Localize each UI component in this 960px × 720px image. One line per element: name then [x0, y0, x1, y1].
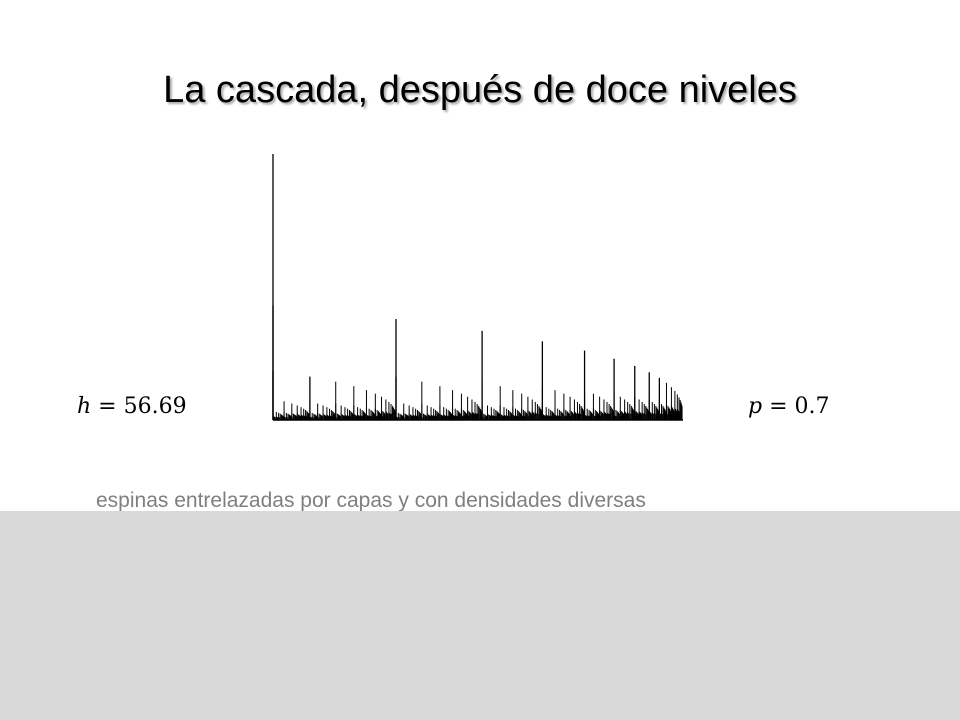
cascade-spines [272, 154, 683, 420]
p-value: 0.7 [794, 394, 830, 419]
p-formula: p = 0.7 [748, 392, 830, 422]
h-equals: = [91, 394, 124, 419]
slide-title: La cascada, después de doce niveles [163, 69, 797, 111]
slide-subtitle: espinas entrelazadas por capas y con den… [96, 489, 646, 512]
h-variable: h [77, 394, 92, 419]
h-formula: h = 56.69 [77, 392, 187, 422]
p-variable: p [748, 394, 763, 419]
bottom-panel [0, 511, 960, 720]
h-value: 56.69 [123, 394, 187, 419]
p-equals: = [762, 394, 795, 419]
